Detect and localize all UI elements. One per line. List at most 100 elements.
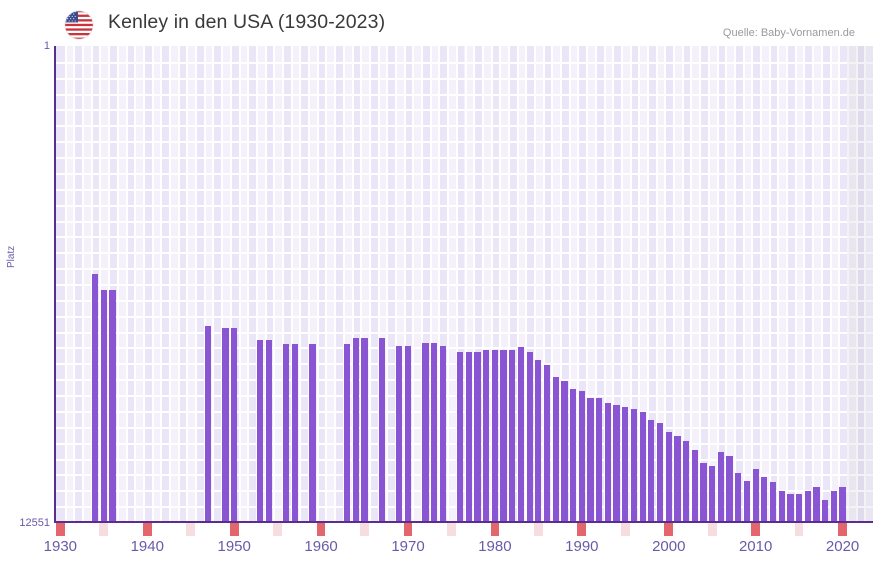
grid-line-vertical <box>699 46 701 522</box>
bar[interactable] <box>109 289 116 522</box>
bar[interactable] <box>709 466 716 522</box>
bar[interactable] <box>344 344 351 522</box>
bar[interactable] <box>422 343 429 522</box>
y-tick-label-bottom: 12551 <box>19 517 50 529</box>
bar[interactable] <box>352 338 359 522</box>
bar[interactable] <box>483 349 490 522</box>
bar[interactable] <box>587 397 594 522</box>
bar[interactable] <box>465 351 472 522</box>
grid-line-horizontal <box>56 141 873 143</box>
bar[interactable] <box>830 491 837 522</box>
bar[interactable] <box>752 468 759 522</box>
bar[interactable] <box>491 349 499 522</box>
grid-line-vertical <box>777 46 779 522</box>
x-tick-label: 2000 <box>652 538 686 555</box>
bar[interactable] <box>500 349 507 522</box>
bar[interactable] <box>439 345 446 522</box>
grid-line-horizontal <box>56 205 873 207</box>
bar[interactable] <box>596 397 603 522</box>
chart-header: Kenley in den USA (1930-2023) Quelle: Ba… <box>0 0 873 46</box>
grid-line-horizontal <box>56 443 873 445</box>
bar[interactable] <box>291 344 299 522</box>
bar[interactable] <box>804 491 811 522</box>
bar[interactable] <box>743 481 751 522</box>
decade-tick-marker <box>838 523 847 536</box>
x-axis-labels: 1930 1940 1950 1960 1970 1980 1990 2000 2010 2020 <box>0 538 873 567</box>
no-data-shaded-region <box>846 46 873 522</box>
half-decade-tick-marker <box>186 523 196 536</box>
bar[interactable] <box>378 338 386 522</box>
grid-line-horizontal <box>56 252 873 254</box>
bar[interactable] <box>761 477 768 522</box>
bar[interactable] <box>578 391 585 522</box>
y-tick-label-top: 1 <box>43 40 50 52</box>
grid-line-horizontal <box>56 506 873 508</box>
bar[interactable] <box>474 351 481 522</box>
x-axis-line <box>54 521 873 523</box>
bar[interactable] <box>604 402 612 522</box>
bar[interactable] <box>839 487 846 522</box>
half-decade-tick-marker <box>620 523 630 536</box>
half-decade-tick-marker <box>360 523 369 536</box>
bar[interactable] <box>717 451 725 522</box>
bar[interactable] <box>630 409 638 522</box>
bar[interactable] <box>561 380 568 522</box>
bar[interactable] <box>283 344 290 522</box>
bar[interactable] <box>648 419 655 522</box>
x-tick-label: 1960 <box>304 538 338 555</box>
grid-line-horizontal <box>56 316 873 318</box>
bar[interactable] <box>787 493 794 522</box>
bar[interactable] <box>665 432 672 522</box>
grid-line-vertical <box>630 46 632 522</box>
grid-line-vertical <box>447 46 449 522</box>
bar[interactable] <box>309 344 316 522</box>
bar[interactable] <box>778 491 785 522</box>
bar[interactable] <box>535 360 542 522</box>
grid-line-horizontal <box>56 236 873 238</box>
bar[interactable] <box>700 462 707 522</box>
bar[interactable] <box>222 327 229 522</box>
half-decade-tick-marker <box>534 523 543 536</box>
grid-line-vertical <box>743 46 745 522</box>
grid-line-vertical <box>717 46 719 522</box>
bar[interactable] <box>265 339 273 522</box>
grid-line-horizontal <box>56 78 873 80</box>
bar[interactable] <box>683 441 690 522</box>
bar[interactable] <box>822 499 829 522</box>
half-decade-tick-marker <box>794 523 804 536</box>
bar[interactable] <box>552 377 559 522</box>
bar[interactable] <box>204 325 212 522</box>
bar[interactable] <box>100 289 107 522</box>
bar[interactable] <box>674 435 681 522</box>
bar[interactable] <box>509 349 516 522</box>
bar[interactable] <box>457 351 464 522</box>
bar[interactable] <box>231 327 238 522</box>
bar[interactable] <box>91 274 99 522</box>
bar[interactable] <box>613 404 620 522</box>
grid-line-vertical <box>282 46 284 522</box>
grid-line-vertical <box>308 46 310 522</box>
bar[interactable] <box>570 389 577 522</box>
bar[interactable] <box>517 347 525 522</box>
bar[interactable] <box>735 472 742 522</box>
bar[interactable] <box>404 345 412 522</box>
grid-line-vertical <box>256 46 258 522</box>
bar[interactable] <box>622 406 629 522</box>
bar[interactable] <box>795 493 803 522</box>
bar[interactable] <box>257 339 264 522</box>
grid-line-horizontal <box>56 427 873 429</box>
bar[interactable] <box>769 482 777 522</box>
bar[interactable] <box>813 486 820 522</box>
bar[interactable] <box>396 345 403 522</box>
grid-line-vertical <box>412 46 414 522</box>
bar[interactable] <box>639 411 646 522</box>
bar[interactable] <box>726 455 733 522</box>
bar[interactable] <box>430 343 438 522</box>
grid-line-vertical <box>612 46 614 522</box>
bar[interactable] <box>691 449 698 522</box>
bar[interactable] <box>543 365 551 522</box>
bar[interactable] <box>526 351 533 522</box>
bar[interactable] <box>361 338 368 522</box>
us-flag-icon <box>64 10 94 40</box>
bar[interactable] <box>656 422 664 522</box>
